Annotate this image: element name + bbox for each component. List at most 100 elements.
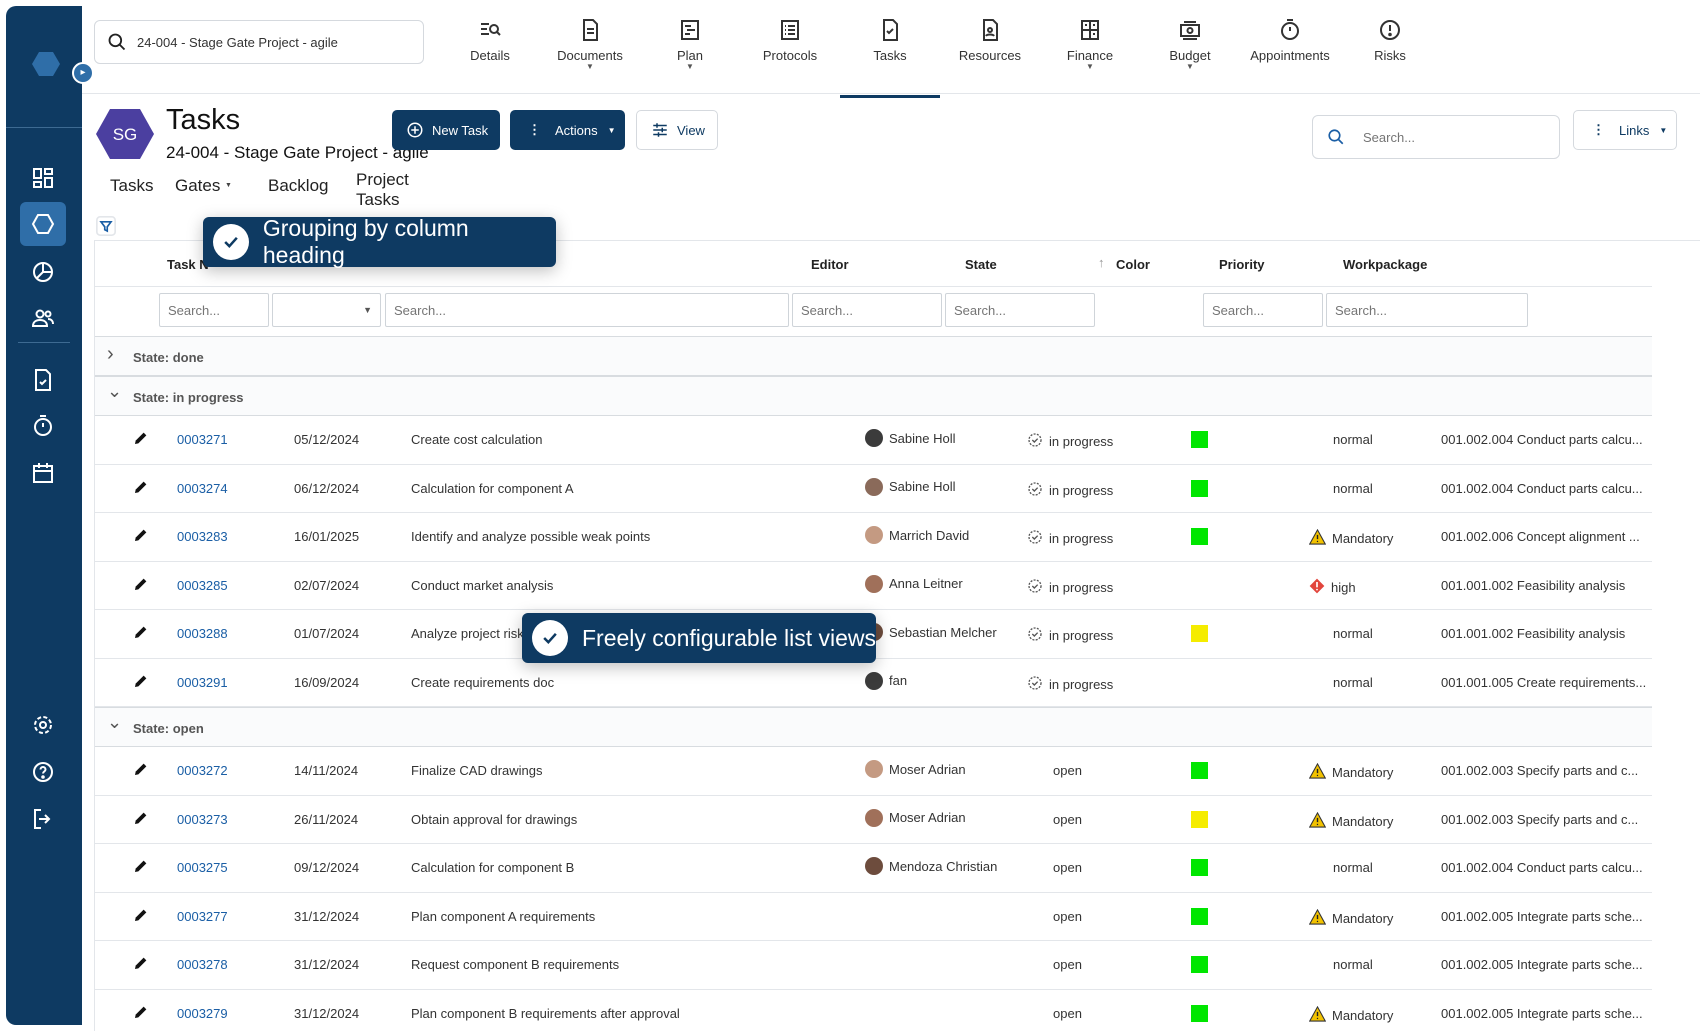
- caret-down-icon[interactable]: ▼: [225, 182, 232, 189]
- edit-pencil-icon[interactable]: [133, 858, 149, 877]
- tab-budget[interactable]: Budget ▼: [1140, 14, 1240, 92]
- table-search-field[interactable]: [1312, 115, 1560, 159]
- tab-protocols[interactable]: Protocols: [740, 14, 840, 92]
- filter-state[interactable]: [945, 293, 1095, 327]
- edit-pencil-icon[interactable]: [133, 673, 149, 692]
- tab-plan[interactable]: Plan ▼: [640, 14, 740, 92]
- task-id-link[interactable]: 0003272: [177, 763, 228, 778]
- tab-risks[interactable]: Risks: [1340, 14, 1440, 92]
- workpackage: 001.002.004 Conduct parts calcu...: [1441, 480, 1643, 496]
- col-priority[interactable]: Priority: [1219, 257, 1265, 272]
- edit-pencil-icon[interactable]: [133, 527, 149, 546]
- task-id-link[interactable]: 0003275: [177, 860, 228, 875]
- tab-label: Finance: [1066, 48, 1114, 63]
- settings-gear-icon[interactable]: [20, 703, 66, 747]
- new-task-button[interactable]: New Task: [392, 110, 500, 150]
- task-id-link[interactable]: 0003274: [177, 480, 228, 496]
- task-id-link[interactable]: 0003278: [177, 957, 228, 972]
- subtab-tasks[interactable]: Tasks: [110, 176, 154, 195]
- table-row[interactable]: 0003274 06/12/2024 Calculation for compone…: [95, 465, 1652, 513]
- users-icon[interactable]: [20, 296, 66, 340]
- table-row[interactable]: 0003288 01/07/2024 Analyze project risks Se…: [95, 610, 1652, 659]
- edit-pencil-icon[interactable]: [133, 624, 149, 643]
- filter-task-name[interactable]: [385, 293, 789, 327]
- table-row[interactable]: 0003273 26/11/2024 Obtain approval for dra…: [95, 796, 1652, 844]
- edit-pencil-icon[interactable]: [133, 761, 149, 780]
- projects-hexagon-icon[interactable]: [20, 202, 66, 246]
- col-editor[interactable]: Editor: [811, 257, 849, 272]
- col-workpackage[interactable]: Workpackage: [1343, 257, 1428, 272]
- subtab-project-tasks[interactable]: Project Tasks: [344, 164, 421, 221]
- col-state[interactable]: State: [965, 257, 997, 272]
- col-task-number[interactable]: Task N: [167, 257, 209, 272]
- table-row[interactable]: 0003291 16/09/2024 Create requirements doc…: [95, 659, 1652, 707]
- chevron-down-icon[interactable]: ⌄: [107, 712, 123, 732]
- filter-priority[interactable]: [1203, 293, 1323, 327]
- group-header[interactable]: ⌄ State: open: [95, 707, 1652, 747]
- editor-name: fan: [889, 673, 908, 688]
- edit-pencil-icon[interactable]: [133, 576, 149, 595]
- filter-workpackage[interactable]: [1326, 293, 1528, 327]
- table-row[interactable]: 0003277 31/12/2024 Plan component A requir…: [95, 893, 1652, 941]
- table-row[interactable]: 0003278 31/12/2024 Request component B req…: [95, 941, 1652, 990]
- filter-date-select[interactable]: ▼: [272, 293, 381, 327]
- edit-pencil-icon[interactable]: [133, 907, 149, 926]
- links-button[interactable]: ⋮ Links ▼: [1573, 110, 1677, 150]
- table-row[interactable]: 0003275 09/12/2024 Calculation for compone…: [95, 844, 1652, 893]
- tab-appointments[interactable]: Appointments: [1240, 14, 1340, 92]
- task-id-link[interactable]: 0003285: [177, 577, 228, 593]
- table-row[interactable]: 0003272 14/11/2024 Finalize CAD drawings Mo…: [95, 747, 1652, 796]
- state-cell: open: [1053, 909, 1082, 924]
- tab-documents[interactable]: Documents ▼: [540, 14, 640, 92]
- filter-icon[interactable]: [96, 216, 116, 236]
- task-id-link[interactable]: 0003279: [177, 1005, 228, 1021]
- actions-button[interactable]: ⋮ Actions ▼: [510, 110, 625, 150]
- edit-pencil-icon[interactable]: [133, 430, 149, 449]
- table-row[interactable]: 0003283 16/01/2025 Identify and analyze po…: [95, 513, 1652, 562]
- edit-pencil-icon[interactable]: [133, 955, 149, 974]
- tab-resources[interactable]: Resources: [940, 14, 1040, 92]
- group-header[interactable]: › State: done: [95, 336, 1652, 376]
- task-id-link[interactable]: 0003288: [177, 626, 228, 641]
- workpackage: 001.001.005 Create requirements...: [1441, 674, 1647, 690]
- col-color[interactable]: Color: [1116, 257, 1150, 272]
- edit-pencil-icon[interactable]: [133, 1004, 149, 1023]
- subtab-gates[interactable]: Gates: [175, 176, 221, 195]
- chevron-right-icon[interactable]: ›: [107, 343, 114, 365]
- chevron-down-icon[interactable]: ⌄: [107, 381, 123, 401]
- filter-editor[interactable]: [792, 293, 942, 327]
- sort-ascending-icon[interactable]: ↑: [1098, 255, 1105, 270]
- subtab-backlog[interactable]: Backlog: [268, 176, 329, 195]
- table-row[interactable]: 0003271 05/12/2024 Create cost calculation…: [95, 416, 1652, 465]
- dashboard-icon[interactable]: [20, 156, 66, 200]
- sidebar-expand-button[interactable]: ▸: [72, 62, 94, 84]
- portfolio-chart-icon[interactable]: [20, 250, 66, 294]
- task-id-link[interactable]: 0003273: [177, 811, 228, 827]
- task-id-link[interactable]: 0003283: [177, 529, 228, 544]
- help-icon[interactable]: [20, 750, 66, 794]
- sidebar-divider: [18, 342, 70, 343]
- task-id-link[interactable]: 0003277: [177, 908, 228, 924]
- tab-tasks[interactable]: Tasks: [840, 14, 940, 98]
- document-check-icon[interactable]: [20, 358, 66, 402]
- stopwatch-icon[interactable]: [20, 404, 66, 448]
- table-row[interactable]: 0003279 31/12/2024 Plan component B requir…: [95, 990, 1652, 1031]
- task-id-link[interactable]: 0003271: [177, 432, 228, 447]
- table-search-input[interactable]: [1363, 129, 1543, 145]
- state-cell: in progress: [1027, 481, 1113, 500]
- project-search-field[interactable]: 24-004 - Stage Gate Project - agile: [94, 20, 424, 64]
- filter-task-number[interactable]: [159, 293, 269, 327]
- view-button[interactable]: View: [636, 110, 718, 150]
- tab-finance[interactable]: Finance ▼: [1040, 14, 1140, 92]
- calendar-icon[interactable]: [20, 451, 66, 495]
- edit-pencil-icon[interactable]: [133, 479, 149, 498]
- logout-icon[interactable]: [20, 797, 66, 841]
- warning-triangle-icon: [1308, 528, 1327, 548]
- task-id-link[interactable]: 0003291: [177, 674, 228, 690]
- table-row[interactable]: 0003285 02/07/2024 Conduct market analysis…: [95, 562, 1652, 610]
- tab-details[interactable]: Details: [440, 14, 540, 92]
- plan-icon: [681, 20, 699, 40]
- group-header[interactable]: ⌄ State: in progress: [95, 376, 1652, 416]
- editor-name: Marrich David: [889, 527, 970, 543]
- edit-pencil-icon[interactable]: [133, 810, 149, 829]
